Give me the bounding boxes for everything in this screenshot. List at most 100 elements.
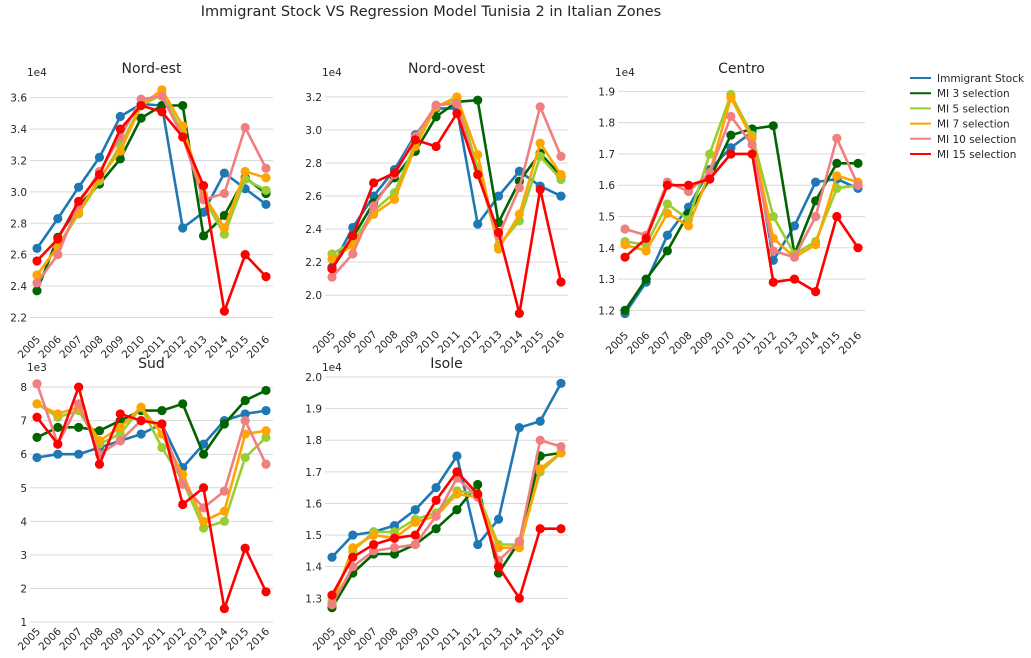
data-point-mi-3-selection	[94, 426, 105, 436]
x-tick-label: 2013	[477, 626, 504, 653]
data-point-mi-5-selection	[198, 523, 209, 533]
data-point-immigrant-stock	[473, 539, 483, 550]
subplot-title: Nord-est	[122, 61, 182, 77]
y-tick-label: 2.4	[305, 224, 322, 236]
data-point-mi-3-selection	[136, 113, 146, 123]
data-point-mi-3-selection	[726, 130, 736, 140]
subplot-title: Isole	[430, 356, 463, 372]
x-tick-label: 2010	[120, 626, 147, 653]
x-tick-label: 2009	[99, 334, 126, 361]
data-point-mi-3-selection	[53, 422, 63, 432]
series-line-mi-7-selection	[330, 451, 562, 606]
data-point-immigrant-stock	[32, 243, 42, 253]
y-tick-label: 2.2	[10, 312, 27, 324]
data-point-mi-7-selection	[452, 92, 462, 102]
data-point-mi-5-selection	[219, 516, 229, 526]
data-point-mi-3-selection	[473, 479, 483, 490]
data-point-mi-10-selection	[327, 600, 337, 610]
data-point-mi-10-selection	[514, 536, 524, 546]
data-point-mi-15-selection	[198, 180, 209, 191]
data-point-mi-15-selection	[431, 141, 441, 152]
data-point-immigrant-stock	[556, 191, 566, 201]
x-tick-label: 2008	[373, 626, 400, 653]
x-tick-label: 2011	[436, 626, 463, 653]
data-point-mi-7-selection	[514, 209, 524, 219]
data-point-mi-15-selection	[53, 234, 63, 244]
data-point-mi-15-selection	[641, 233, 651, 244]
x-tick-label: 2013	[182, 334, 209, 361]
data-point-mi-15-selection	[136, 416, 146, 426]
y-tick-label: 1.5	[598, 212, 615, 224]
data-point-mi-15-selection	[747, 149, 757, 159]
data-point-mi-15-selection	[705, 174, 715, 184]
data-point-mi-3-selection	[662, 246, 672, 256]
data-point-immigrant-stock	[473, 219, 483, 229]
data-point-immigrant-stock	[53, 213, 63, 224]
y-tick-label: 1.8	[305, 435, 322, 447]
x-tick-label: 2014	[498, 625, 526, 653]
data-point-mi-3-selection	[473, 95, 483, 105]
data-point-mi-15-selection	[198, 483, 209, 493]
data-point-mi-15-selection	[832, 211, 842, 222]
data-point-mi-15-selection	[32, 412, 42, 422]
legend-label: MI 10 selection	[937, 134, 1016, 146]
subplot-isole: Isole 1e4 1.3 1.4 1.5 1.6 1.7 1.8 1.9 2.0 20052006…	[305, 356, 568, 653]
y-tick-label: 1.6	[305, 498, 322, 510]
x-tick-label: 2006	[332, 625, 360, 653]
series-line-mi-3-selection	[330, 451, 562, 609]
data-point-mi-3-selection	[115, 154, 125, 164]
data-point-mi-15-selection	[493, 562, 504, 572]
data-point-mi-7-selection	[514, 543, 524, 553]
legend-label: MI 15 selection	[937, 149, 1016, 161]
data-point-immigrant-stock	[535, 416, 545, 426]
data-point-mi-7-selection	[348, 543, 358, 553]
data-point-mi-7-selection	[556, 448, 566, 458]
data-point-mi-5-selection	[662, 199, 672, 209]
data-point-mi-15-selection	[219, 603, 229, 614]
x-tick-label: 2009	[394, 626, 421, 653]
data-point-mi-3-selection	[240, 395, 250, 406]
y-tick-label: 1.2	[598, 305, 615, 317]
y-offset-label: 1e4	[322, 67, 342, 79]
data-point-mi-10-selection	[219, 486, 229, 496]
data-point-mi-15-selection	[662, 180, 672, 190]
y-tick-label: 6	[20, 449, 27, 461]
data-point-mi-3-selection	[219, 210, 229, 221]
y-tick-label: 1.9	[598, 86, 615, 98]
y-offset-label: 1e3	[27, 362, 47, 374]
data-point-mi-3-selection	[32, 432, 42, 443]
x-tick-label: 2012	[456, 626, 483, 653]
data-point-mi-7-selection	[452, 489, 462, 499]
data-point-mi-15-selection	[327, 264, 337, 274]
data-point-mi-7-selection	[641, 246, 651, 256]
series-line-mi-5-selection	[35, 93, 267, 276]
data-point-mi-3-selection	[620, 305, 630, 315]
x-tick-label: 2010	[415, 329, 442, 356]
y-tick-label: 2	[20, 583, 27, 595]
data-point-mi-10-selection	[115, 436, 125, 446]
data-point-immigrant-stock	[493, 191, 504, 201]
data-point-mi-15-selection	[514, 593, 524, 603]
subplot-title: Nord-ovest	[408, 61, 486, 77]
x-tick-label: 2008	[78, 626, 105, 653]
x-tick-label: 2006	[37, 625, 65, 653]
data-point-immigrant-stock	[94, 152, 105, 162]
data-point-immigrant-stock	[261, 199, 271, 210]
data-point-mi-7-selection	[535, 138, 545, 148]
data-point-mi-15-selection	[53, 439, 63, 449]
y-tick-label: 3.6	[10, 93, 27, 105]
data-point-mi-7-selection	[53, 409, 63, 419]
data-point-immigrant-stock	[514, 166, 524, 176]
y-tick-label: 3.2	[305, 92, 322, 104]
data-point-mi-15-selection	[369, 539, 379, 550]
data-point-immigrant-stock	[74, 182, 84, 192]
data-point-mi-15-selection	[261, 587, 271, 597]
data-point-mi-3-selection	[178, 399, 188, 409]
data-point-mi-10-selection	[514, 183, 524, 193]
y-offset-label: 1e4	[27, 67, 47, 79]
data-point-mi-10-selection	[389, 543, 400, 553]
data-point-mi-15-selection	[410, 135, 420, 145]
data-point-mi-10-selection	[240, 416, 250, 426]
data-point-mi-10-selection	[789, 252, 800, 262]
data-point-mi-10-selection	[74, 399, 84, 409]
